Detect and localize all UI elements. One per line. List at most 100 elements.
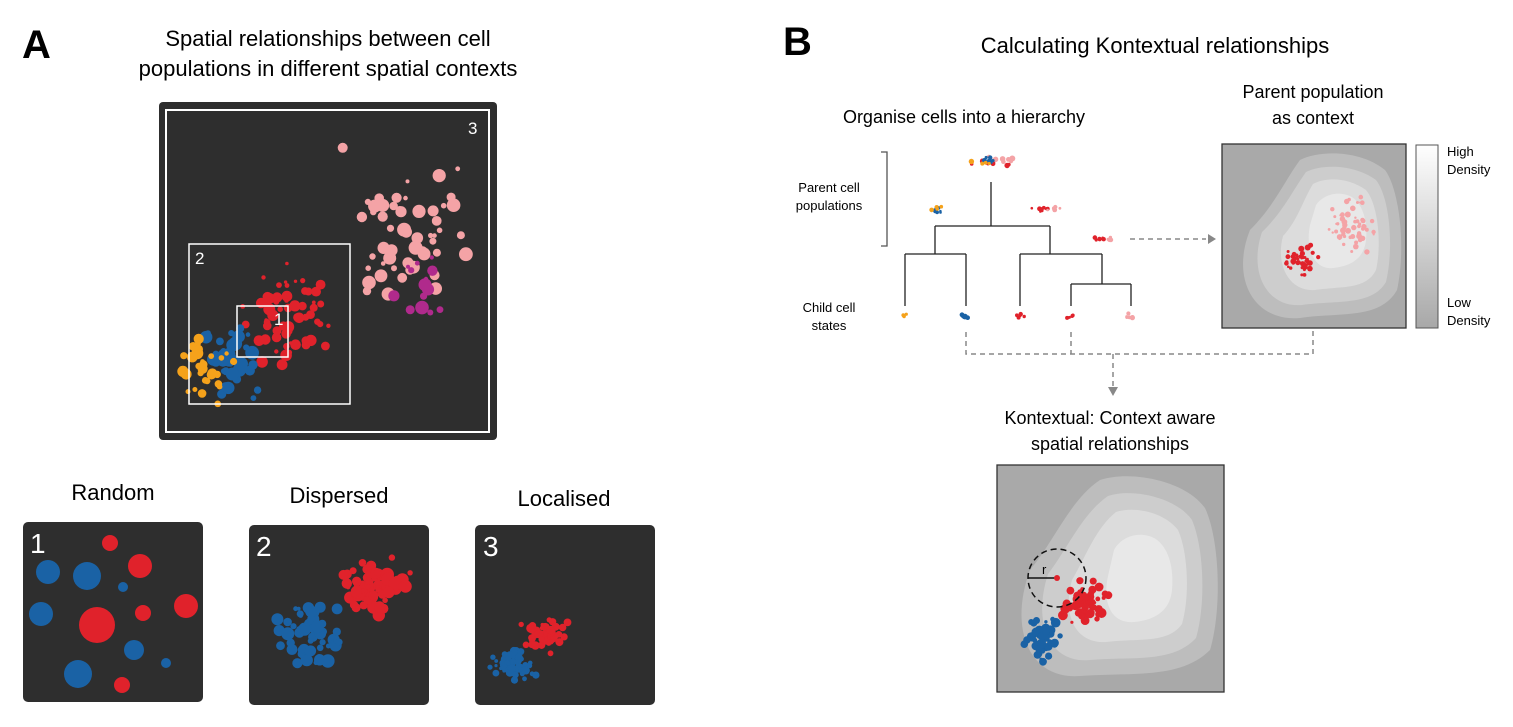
red-cell: [540, 622, 545, 627]
pink-cell: [386, 224, 395, 232]
context-red-cell: [1298, 245, 1305, 252]
blue-cell: [248, 360, 258, 370]
blue-cell: [502, 663, 508, 669]
context-density-panel: [1221, 143, 1407, 329]
red-cell: [283, 280, 288, 284]
kontextual-contour-4: [1106, 534, 1173, 623]
kontextual-red-cell: [1089, 577, 1097, 585]
red-cell: [547, 636, 551, 640]
panel-a-title-line2: populations in different spatial context…: [139, 56, 518, 81]
kontextual-title-line2: spatial relationships: [1031, 434, 1189, 454]
radius-center-cell: [1054, 575, 1060, 581]
context-red-cell: [1299, 250, 1305, 257]
kontextual-blue-cell: [1050, 616, 1055, 622]
red-cell: [256, 356, 268, 368]
hierarchy-tree: [904, 182, 1132, 306]
pink-cell: [429, 237, 437, 245]
red-cell: [350, 585, 362, 598]
red-cell: [374, 601, 385, 613]
child-red2-cell: [1067, 315, 1071, 319]
subpanel-random: 1: [23, 522, 203, 702]
red-cell: [560, 633, 568, 641]
red-cell: [309, 303, 318, 312]
context-pink-cell: [1361, 226, 1365, 231]
blue-cell: [253, 386, 262, 394]
pink-cell: [440, 202, 447, 209]
blue-cell: [518, 666, 523, 672]
red-cell: [321, 341, 330, 351]
context-red-cell: [1304, 265, 1308, 269]
blue-cell: [311, 620, 324, 633]
magenta-cell: [423, 276, 429, 282]
red-cell: [264, 318, 269, 322]
dashed-connectors: [965, 238, 1314, 388]
pink-cell: [337, 142, 348, 153]
pink-cell: [411, 232, 424, 244]
red-cell: [284, 283, 290, 288]
red-cell: [263, 321, 272, 331]
red-cell: [537, 641, 546, 649]
blue-cell: [517, 648, 525, 656]
child-pink-cell: [1126, 311, 1131, 316]
tissue-overview: 3 2 1: [159, 102, 497, 440]
orange-cell: [197, 370, 204, 377]
red-cell: [289, 300, 301, 312]
context-pink-cell: [1334, 229, 1339, 234]
blue-cell: [490, 654, 496, 660]
root-pink-cell: [1006, 157, 1011, 162]
pink-cell: [391, 265, 397, 272]
context-red-cell: [1303, 256, 1307, 259]
child-orange-cell: [904, 312, 908, 316]
region-2-box: [188, 243, 351, 405]
blue-cell: [319, 639, 326, 646]
pink-cell: [356, 211, 368, 223]
context-pink-cell: [1348, 235, 1353, 240]
red-cell: [341, 578, 352, 589]
red-cell: [102, 535, 118, 551]
red-cell: [326, 323, 331, 328]
red-cell: [368, 591, 378, 601]
blue-cell: [510, 676, 519, 684]
context-red-cell: [1300, 257, 1303, 260]
red-cell: [271, 292, 283, 303]
magenta-cell: [421, 283, 435, 296]
red-cell: [388, 554, 396, 561]
region-1-label: 1: [274, 310, 283, 329]
region-3-label: 3: [468, 119, 477, 138]
random-cells: [29, 535, 198, 693]
red-cell: [269, 294, 275, 299]
pink-cell: [362, 275, 376, 290]
parent3-pink-cell: [1106, 237, 1110, 241]
red-cell: [274, 349, 279, 354]
pink-cell: [377, 211, 388, 222]
blue-cell: [276, 641, 285, 651]
context-pink-cell: [1359, 201, 1361, 204]
parent-label-line1: Parent cell: [798, 180, 860, 195]
root-orange-cell: [983, 160, 988, 165]
red-cell: [547, 633, 552, 638]
child-blue-cell: [962, 313, 968, 319]
kontextual-blue-cell: [1037, 638, 1046, 648]
pink-cell: [436, 227, 443, 234]
blue-cell: [521, 666, 527, 671]
context-pink-cell: [1369, 218, 1375, 224]
parent2-pink-cell: [1046, 208, 1049, 212]
blue-cell: [300, 654, 313, 667]
context-pink-cell: [1372, 233, 1375, 236]
kontextual-blue-cell: [1044, 642, 1053, 651]
orange-cell: [224, 351, 229, 356]
context-red-cell: [1307, 265, 1313, 272]
child-pink-cell: [1127, 315, 1132, 320]
context-pink-cell: [1354, 240, 1359, 245]
red-cell: [135, 605, 151, 621]
red-cell: [293, 313, 302, 322]
context-pink-cell: [1339, 214, 1342, 217]
child-label-line1: Child cell: [803, 300, 856, 315]
kontextual-red-cell: [1060, 604, 1070, 614]
orange-cell: [208, 353, 215, 359]
kontextual-blue-cell: [1020, 640, 1029, 648]
kontextual-blue-cell: [1039, 657, 1047, 666]
red-cell: [290, 339, 301, 351]
blue-cell: [331, 603, 343, 615]
region-2-label: 2: [195, 249, 204, 268]
